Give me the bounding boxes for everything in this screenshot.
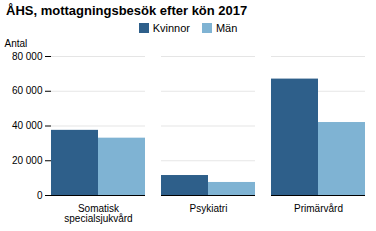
svg-text:60 000: 60 000 (12, 85, 43, 96)
svg-text:Antal: Antal (5, 38, 28, 49)
svg-text:20 000: 20 000 (12, 155, 43, 166)
svg-text:Primärvård: Primärvård (294, 203, 343, 214)
svg-text:Psykiatri: Psykiatri (190, 203, 228, 214)
svg-text:Somatiskspecialsjukvård: Somatiskspecialsjukvård (64, 203, 132, 224)
svg-text:40 000: 40 000 (12, 120, 43, 131)
svg-text:0: 0 (37, 190, 43, 201)
svg-text:80 000: 80 000 (12, 51, 43, 62)
html-text:Män: Män (215, 22, 238, 34)
html-text:Kvinnor: Kvinnor (152, 22, 190, 34)
html-text:ÅHS, mottagningsbesök efter kö: ÅHS, mottagningsbesök efter kön 2017 (6, 3, 248, 18)
